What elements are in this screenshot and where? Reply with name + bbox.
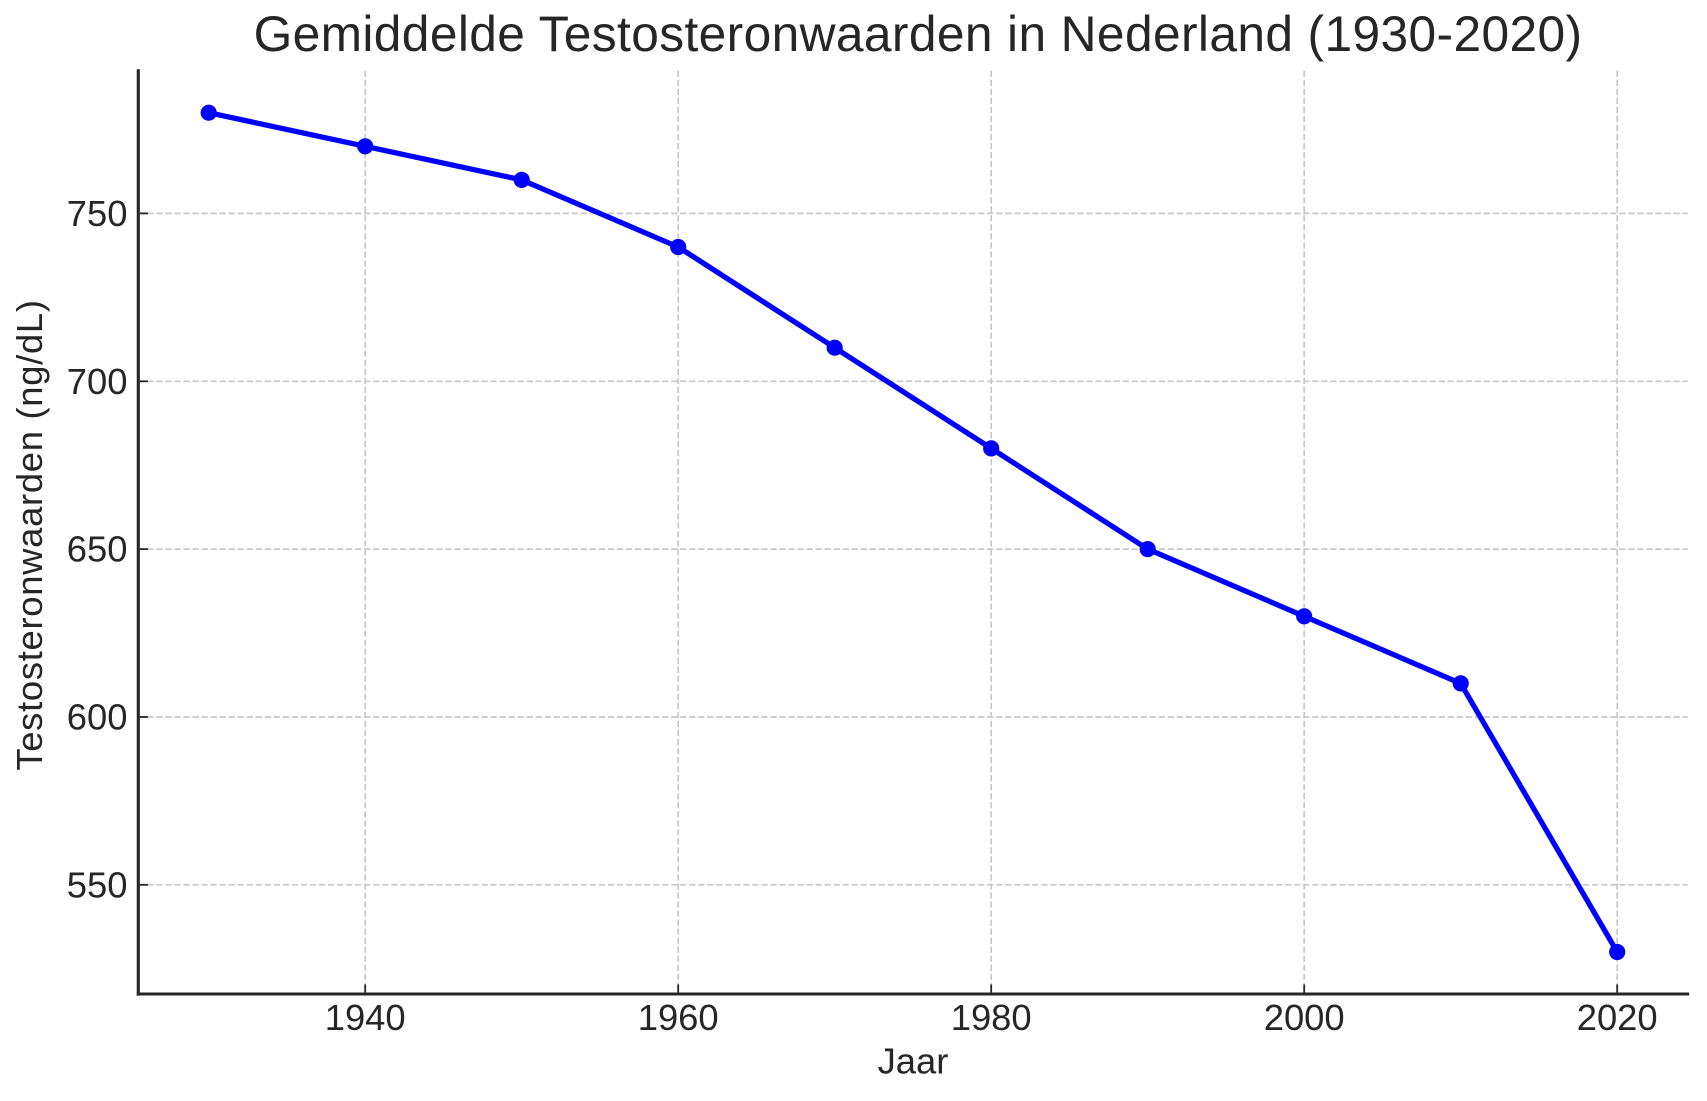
svg-text:Gemiddelde Testosteronwaarden: Gemiddelde Testosteronwaarden in Nederla… <box>254 6 1583 62</box>
svg-text:650: 650 <box>67 529 128 570</box>
svg-text:550: 550 <box>67 864 128 905</box>
svg-text:750: 750 <box>67 193 128 234</box>
svg-text:Jaar: Jaar <box>878 1041 949 1082</box>
svg-text:1940: 1940 <box>325 997 406 1038</box>
svg-text:Testosteronwaarden (ng/dL): Testosteronwaarden (ng/dL) <box>9 299 50 770</box>
svg-text:600: 600 <box>67 697 128 738</box>
svg-text:1980: 1980 <box>951 997 1032 1038</box>
svg-text:2000: 2000 <box>1264 997 1345 1038</box>
svg-text:2020: 2020 <box>1577 997 1658 1038</box>
svg-text:1960: 1960 <box>638 997 719 1038</box>
svg-text:700: 700 <box>67 361 128 402</box>
